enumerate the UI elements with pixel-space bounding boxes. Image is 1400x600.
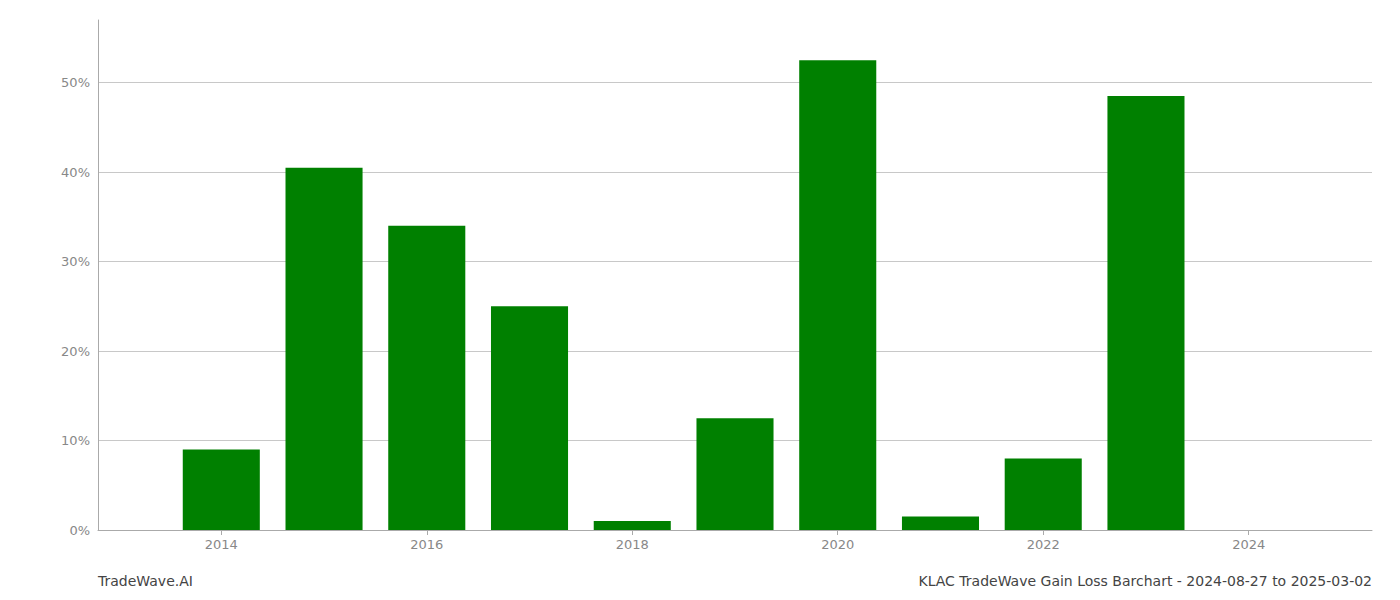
svg-text:2018: 2018 <box>616 537 649 552</box>
svg-text:2014: 2014 <box>205 537 238 552</box>
svg-text:50%: 50% <box>61 75 90 90</box>
svg-text:KLAC TradeWave Gain Loss Barch: KLAC TradeWave Gain Loss Barchart - 2024… <box>918 573 1372 589</box>
svg-text:10%: 10% <box>61 433 90 448</box>
svg-text:30%: 30% <box>61 254 90 269</box>
svg-text:2024: 2024 <box>1232 537 1265 552</box>
svg-text:2020: 2020 <box>821 537 854 552</box>
svg-text:40%: 40% <box>61 165 90 180</box>
svg-text:TradeWave.AI: TradeWave.AI <box>97 573 193 589</box>
svg-text:2016: 2016 <box>410 537 443 552</box>
svg-text:20%: 20% <box>61 344 90 359</box>
svg-text:0%: 0% <box>69 523 90 538</box>
svg-text:2022: 2022 <box>1027 537 1060 552</box>
